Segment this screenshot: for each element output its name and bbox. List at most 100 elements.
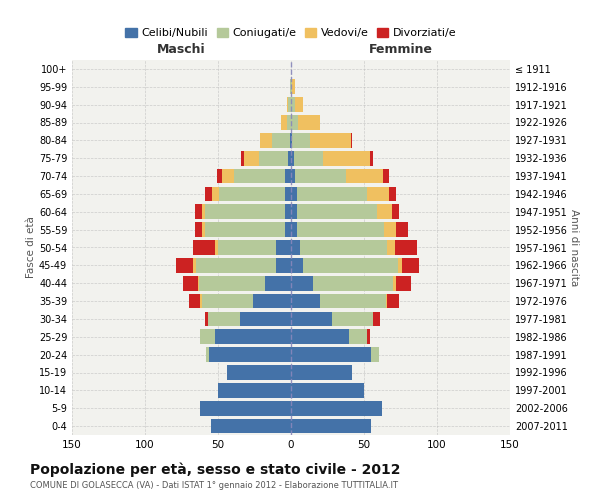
Bar xyxy=(291,133,292,148)
Bar xyxy=(291,365,352,380)
Bar xyxy=(385,222,396,237)
Bar xyxy=(259,151,288,166)
Bar xyxy=(287,98,288,112)
Bar xyxy=(209,348,291,362)
Bar xyxy=(386,294,388,308)
Bar xyxy=(277,240,291,255)
Bar xyxy=(227,365,291,380)
Bar xyxy=(285,204,291,219)
Bar xyxy=(287,115,291,130)
Bar xyxy=(351,133,352,148)
Bar xyxy=(205,312,208,326)
Bar xyxy=(205,186,212,201)
Bar xyxy=(285,186,291,201)
Bar xyxy=(291,80,292,94)
Bar xyxy=(291,98,295,112)
Bar xyxy=(388,294,399,308)
Bar xyxy=(183,276,197,290)
Bar xyxy=(383,168,389,184)
Bar xyxy=(300,240,388,255)
Bar xyxy=(295,168,346,184)
Bar xyxy=(265,276,291,290)
Bar xyxy=(291,115,298,130)
Bar xyxy=(212,186,220,201)
Bar xyxy=(392,204,399,219)
Bar xyxy=(211,419,291,434)
Bar xyxy=(193,240,215,255)
Bar xyxy=(194,204,202,219)
Bar xyxy=(215,240,218,255)
Bar xyxy=(371,348,379,362)
Bar xyxy=(223,168,234,184)
Bar xyxy=(332,312,373,326)
Legend: Celibi/Nubili, Coniugati/e, Vedovi/e, Divorziati/e: Celibi/Nubili, Coniugati/e, Vedovi/e, Di… xyxy=(122,24,460,42)
Bar xyxy=(393,276,396,290)
Bar xyxy=(200,294,202,308)
Bar xyxy=(206,348,209,362)
Bar xyxy=(398,258,402,272)
Bar xyxy=(298,115,320,130)
Bar xyxy=(200,401,291,415)
Bar xyxy=(291,186,297,201)
Bar xyxy=(291,383,364,398)
Bar xyxy=(288,151,291,166)
Bar xyxy=(281,115,287,130)
Bar xyxy=(194,222,202,237)
Bar xyxy=(294,151,323,166)
Text: Maschi: Maschi xyxy=(157,44,206,57)
Bar xyxy=(217,168,223,184)
Bar xyxy=(291,204,297,219)
Bar xyxy=(202,204,205,219)
Bar xyxy=(290,133,291,148)
Bar xyxy=(205,204,285,219)
Bar xyxy=(291,419,371,434)
Bar xyxy=(389,186,396,201)
Bar xyxy=(349,330,367,344)
Bar xyxy=(202,294,253,308)
Bar xyxy=(313,276,393,290)
Bar xyxy=(218,383,291,398)
Bar xyxy=(396,276,411,290)
Bar xyxy=(199,276,265,290)
Bar xyxy=(218,240,277,255)
Bar xyxy=(388,240,395,255)
Bar xyxy=(240,312,291,326)
Bar xyxy=(215,330,291,344)
Bar xyxy=(193,258,196,272)
Bar xyxy=(253,294,291,308)
Bar xyxy=(189,294,200,308)
Bar xyxy=(196,258,277,272)
Bar xyxy=(396,222,408,237)
Bar xyxy=(297,222,385,237)
Bar xyxy=(291,258,302,272)
Bar xyxy=(292,80,295,94)
Bar xyxy=(402,258,419,272)
Bar xyxy=(370,151,373,166)
Bar xyxy=(200,330,215,344)
Bar xyxy=(208,312,240,326)
Bar xyxy=(285,168,291,184)
Bar xyxy=(302,258,398,272)
Bar xyxy=(291,348,371,362)
Bar xyxy=(288,98,291,112)
Bar xyxy=(291,294,320,308)
Bar xyxy=(272,133,290,148)
Bar xyxy=(367,330,370,344)
Bar xyxy=(260,133,272,148)
Bar xyxy=(291,240,300,255)
Bar xyxy=(297,186,367,201)
Bar xyxy=(291,151,294,166)
Bar xyxy=(346,168,383,184)
Bar xyxy=(291,401,382,415)
Bar xyxy=(291,168,295,184)
Bar xyxy=(291,330,349,344)
Text: Popolazione per età, sesso e stato civile - 2012: Popolazione per età, sesso e stato civil… xyxy=(30,462,401,477)
Y-axis label: Fasce di età: Fasce di età xyxy=(26,216,36,278)
Bar xyxy=(202,222,205,237)
Bar xyxy=(395,240,416,255)
Bar xyxy=(220,186,285,201)
Bar xyxy=(291,222,297,237)
Bar xyxy=(297,204,377,219)
Bar xyxy=(320,294,386,308)
Text: COMUNE DI GOLASECCA (VA) - Dati ISTAT 1° gennaio 2012 - Elaborazione TUTTITALIA.: COMUNE DI GOLASECCA (VA) - Dati ISTAT 1°… xyxy=(30,481,398,490)
